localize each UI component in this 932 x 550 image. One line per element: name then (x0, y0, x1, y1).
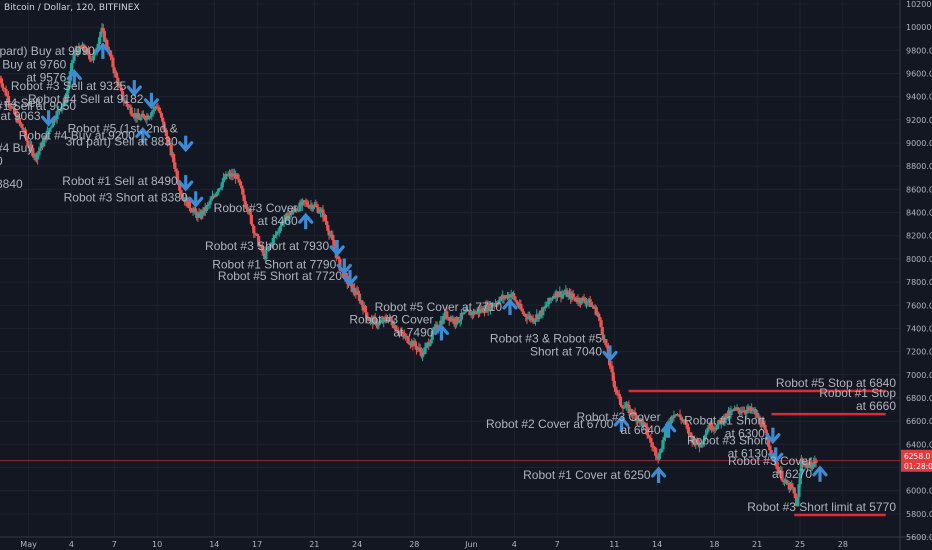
y-tick-label: 6600.0 (906, 417, 932, 426)
y-tick-label: 7200.0 (906, 348, 932, 357)
annotation-label: at 6270 (772, 467, 812, 481)
y-tick-label: 8600.0 (906, 185, 932, 194)
symbol-title: Bitcoin / Dollar, 120, BITFINEX (4, 3, 140, 13)
price-tag-last: 6258.0 (904, 452, 930, 461)
annotation-label: Robot #1 Sell at 8490 (62, 174, 178, 188)
x-tick-label: 7 (112, 540, 117, 549)
y-tick-label: 6000.0 (906, 487, 932, 496)
x-tick-label: 11 (609, 540, 619, 549)
annotation-label: 8840 (0, 177, 23, 191)
y-tick-label: 10200.0 (906, 0, 932, 9)
annotation-label: Robot #3 Cover (577, 410, 661, 424)
annotation-label: Robot #5 Short at 7720 (218, 269, 342, 283)
y-tick-label: 9000.0 (906, 139, 932, 148)
x-tick-label: 17 (252, 540, 262, 549)
y-tick-label: 9200.0 (906, 116, 932, 125)
x-tick-label: 21 (752, 540, 762, 549)
x-tick-label: 18 (709, 540, 719, 549)
x-tick-label: 28 (838, 540, 848, 549)
candle-body (613, 381, 616, 388)
candle-body (737, 408, 740, 410)
y-tick-label: 9800.0 (906, 46, 932, 55)
y-tick-label: 10000.0 (906, 23, 932, 32)
x-tick-label: Jun (464, 540, 478, 549)
x-tick-label: 4 (512, 540, 517, 549)
y-tick-label: 5800.0 (906, 510, 932, 519)
annotation-label: Robot #3 Short limit at 5770 (747, 500, 896, 514)
annotation-label: Robot #5 (3rd pard) Buy at 9990 (0, 44, 95, 58)
x-tick-label: 14 (652, 540, 662, 549)
y-tick-label: 7800.0 (906, 278, 932, 287)
y-tick-label: 9600.0 (906, 70, 932, 79)
annotation-label: Short at 7040 (530, 344, 602, 358)
annotation-label: Robot #1 Stop (819, 386, 896, 400)
annotation-label: Robot #3 Short at 8380 (64, 190, 188, 204)
annotation-label: Robot #3 Cover (214, 201, 298, 215)
y-tick-label: 8200.0 (906, 232, 932, 241)
annotation-label: Robot #3 & Robot #5 (490, 331, 602, 345)
y-tick-label: 6400.0 (906, 440, 932, 449)
annotation-label: Robot #3 Short (687, 433, 768, 447)
x-tick-label: 24 (352, 540, 362, 549)
y-tick-label: 8400.0 (906, 209, 932, 218)
annotation-label: Robot #3 Cover (349, 312, 433, 326)
x-tick-label: 10 (152, 540, 162, 549)
x-tick-label: May (20, 540, 37, 549)
x-tick-label: 7 (555, 540, 560, 549)
candle-body (160, 113, 163, 118)
x-tick-label: 25 (795, 540, 805, 549)
y-tick-label: 7600.0 (906, 301, 932, 310)
candle-body (814, 460, 817, 463)
annotation-label: Robot #3 Buy at 9760 (0, 58, 67, 72)
annotation-label: Robot #3 Short at 7930 (205, 239, 329, 253)
candle-body (236, 174, 239, 179)
candle-body (364, 306, 367, 312)
annotation-label: at 8460 (258, 214, 298, 228)
annotation-label: at 6640 (621, 423, 661, 437)
annotation-label: 0 (0, 154, 3, 168)
x-tick-label: 14 (209, 540, 219, 549)
x-tick-label: 28 (409, 540, 419, 549)
y-tick-label: 8000.0 (906, 255, 932, 264)
annotation-label: 3rd part) Sell at 8830 (66, 135, 178, 149)
y-tick-label: 8800.0 (906, 162, 932, 171)
candle-body (208, 201, 211, 205)
candle-body (545, 306, 548, 307)
annotation-label: at 6660 (856, 399, 896, 413)
y-tick-label: 7400.0 (906, 324, 932, 333)
annotation-label: Robot #3 Cover (728, 454, 812, 468)
y-tick-label: 5600.0 (906, 533, 932, 542)
y-tick-label: 6800.0 (906, 394, 932, 403)
candle-body (38, 149, 41, 151)
annotation-label: Robot #1 Short (684, 414, 765, 428)
annotation-label: Robot #5 (1st, 2nd & (68, 122, 178, 136)
candle-body (599, 320, 602, 327)
x-tick-label: 21 (309, 540, 319, 549)
y-tick-label: 9400.0 (906, 93, 932, 102)
annotation-label: bot #1 Sell at 9050 (0, 99, 76, 113)
annotation-label: #4 Buy (0, 141, 33, 155)
price-tag-timer: 01:28:09 (904, 462, 932, 471)
annotation-label: at 7490 (393, 325, 433, 339)
x-tick-label: 4 (69, 540, 74, 549)
y-tick-label: 7000.0 (906, 371, 932, 380)
annotation-label: Robot #1 Cover at 6250 (523, 468, 651, 482)
